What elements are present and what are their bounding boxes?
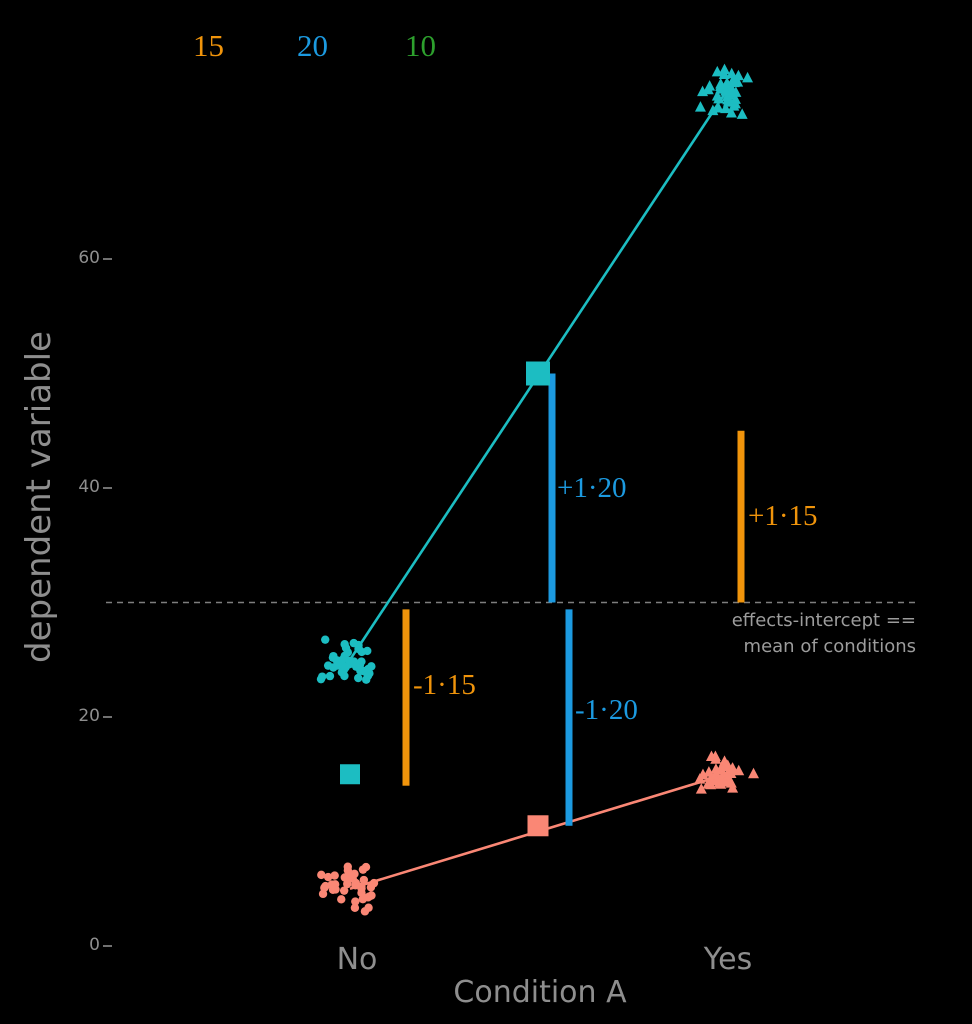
intercept-note: effects-intercept == mean of conditions [732, 608, 916, 660]
x-tick-label-yes: Yes [703, 942, 753, 977]
y-tick-label-60: 60 [78, 248, 100, 268]
y-tick-label-0: 0 [89, 935, 100, 955]
effect-label-plus-1-20: +1·20 [557, 472, 627, 504]
intercept-note-line2: mean of conditions [743, 636, 916, 657]
effect-label-plus-1-15: +1·15 [748, 500, 818, 532]
effect-label-minus-1-15: -1·15 [413, 669, 476, 701]
y-tick-label-20: 20 [78, 706, 100, 726]
equation-term-10: 10 [405, 28, 436, 63]
x-tick-label-no: No [336, 942, 378, 977]
effect-label-minus-1-20: -1·20 [575, 694, 638, 726]
equation-term-20: 20 [297, 28, 328, 63]
y-tick-label-40: 40 [78, 477, 100, 497]
y-axis-label: dependent variable [19, 331, 59, 663]
equation-term-15: 15 [193, 28, 224, 63]
x-axis-label: Condition A [453, 975, 627, 1010]
intercept-note-line1: effects-intercept == [731, 610, 916, 631]
